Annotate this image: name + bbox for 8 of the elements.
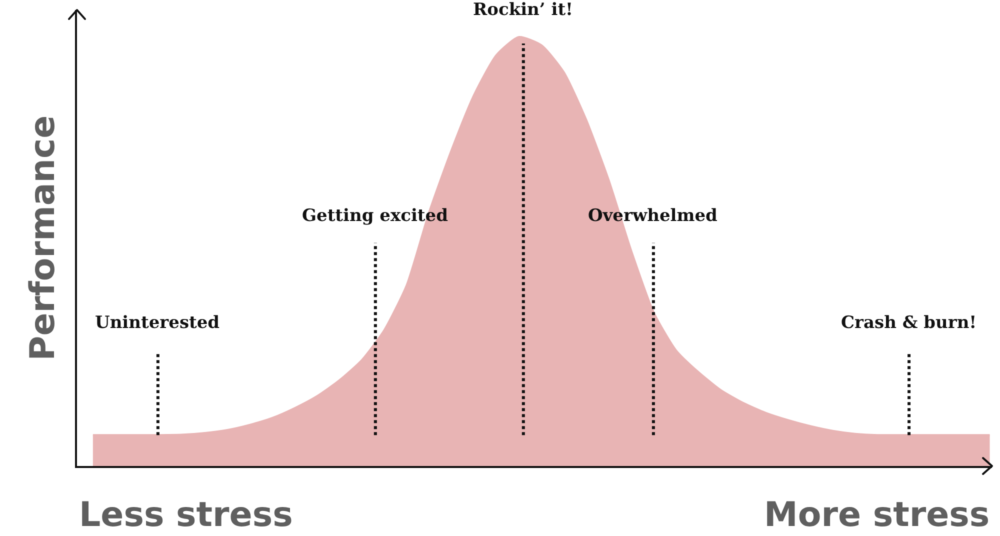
annotation: Crash & burn! [841, 313, 977, 333]
annotation: Getting excited [302, 206, 448, 226]
text: Less stress [79, 495, 293, 535]
y-axis-title: Performance [23, 115, 64, 361]
annotation: Overwhelmed [588, 206, 718, 226]
text: More stress [764, 495, 990, 535]
text: Rockin’ it! [473, 0, 574, 20]
annotation: Uninterested [95, 313, 220, 333]
